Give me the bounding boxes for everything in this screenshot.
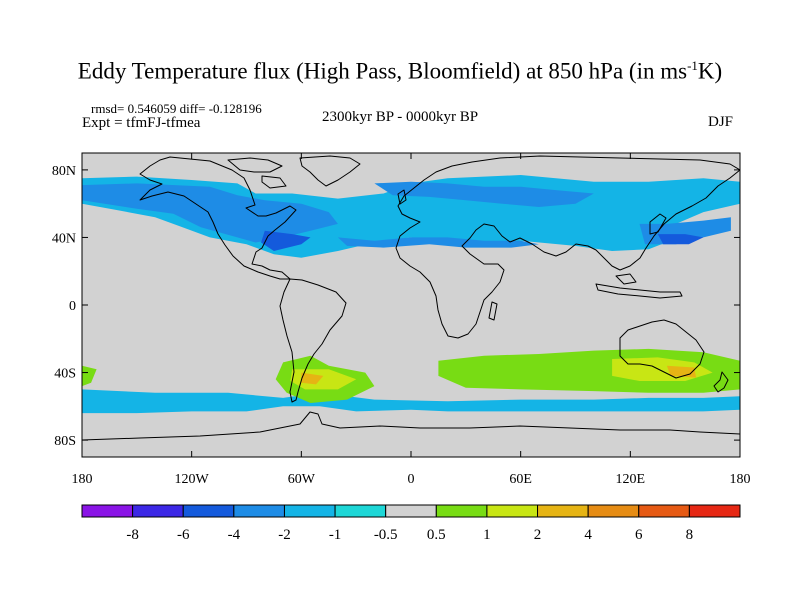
coastline-madagascar [488, 301, 498, 321]
axis-layer: 80N 40N 0 40S 80S 180 120W 60W 0 60E 120E 180 [52, 153, 751, 487]
lon-tick-label: 60W [288, 472, 316, 487]
colorbar-swatch [537, 504, 589, 518]
coastline-australia [619, 319, 705, 379]
colorbar-swatch [81, 504, 134, 518]
anomaly-region-5 [261, 230, 311, 251]
anomaly-region-7 [82, 389, 740, 414]
coastline-indonesia [595, 273, 683, 299]
period-label: 2300kyr BP - 0000kyr BP [322, 109, 479, 125]
lon-tick-label: 0 [408, 472, 415, 487]
colorbar-swatch [132, 504, 184, 518]
colorbar-swatch [233, 504, 285, 518]
colorbar-swatch [283, 504, 336, 518]
colorbar-swatch [486, 504, 539, 518]
coastline-south-america [279, 278, 347, 403]
anomaly-region-4 [337, 237, 539, 248]
colorbar-label: 0.5 [427, 527, 446, 543]
colorbar-swatch [385, 504, 437, 518]
chart-title: Eddy Temperature flux (High Pass, Bloomf… [77, 58, 723, 84]
colorbar-label: 8 [686, 527, 694, 543]
coastline-antarctica [82, 411, 740, 441]
colorbar: -8 -6 -4 -2 -1 -0.5 0.5 1 2 4 6 8 [81, 504, 741, 543]
lon-tick-label: 120E [616, 472, 646, 487]
coastline-arctic-islands [227, 157, 287, 189]
coastline-new-zealand [713, 371, 729, 393]
colorbar-label: -2 [278, 527, 291, 543]
colorbar-label: 6 [635, 527, 643, 543]
lon-tick-label: 120W [175, 472, 210, 487]
colorbar-swatch [587, 504, 640, 518]
coastline-layer [82, 155, 740, 441]
colorbar-swatch [435, 504, 488, 518]
lon-tick-label: 180 [730, 472, 751, 487]
lat-tick-label: 80S [54, 434, 76, 449]
colorbar-swatch [638, 504, 690, 518]
season-label: DJF [708, 114, 734, 130]
lon-tick-label: 180 [72, 472, 93, 487]
colorbar-label: -1 [329, 527, 342, 543]
colorbar-label: -8 [126, 527, 139, 543]
colorbar-swatch [688, 504, 741, 518]
colorbar-label: -4 [228, 527, 241, 543]
lat-tick-label: 40S [54, 367, 76, 382]
lat-tick-label: 0 [69, 299, 76, 314]
experiment-label: Expt = tfmFJ-tfmea [82, 115, 201, 131]
colorbar-label: 1 [483, 527, 491, 543]
colorbar-swatch [182, 504, 235, 518]
anomaly-region-2 [374, 181, 594, 207]
coastline-greenland [299, 155, 361, 187]
colorbar-label: 2 [534, 527, 542, 543]
coastline-japan [649, 213, 667, 235]
anomaly-region-10 [82, 365, 97, 387]
anomaly-region-6 [657, 234, 704, 245]
colorbar-label: -6 [177, 527, 190, 543]
lon-tick-label: 60E [509, 472, 532, 487]
stats-label: rmsd= 0.546059 diff= -0.128196 [91, 101, 262, 116]
lat-tick-label: 40N [52, 231, 76, 246]
lat-tick-label: 80N [52, 164, 76, 179]
anomaly-region-13 [301, 372, 324, 385]
colorbar-label: 4 [584, 527, 592, 543]
coastline-eurasia-africa [395, 155, 740, 339]
colorbar-label: -0.5 [374, 527, 398, 543]
colorbar-swatch [334, 504, 387, 518]
coastline-uk [397, 189, 407, 205]
